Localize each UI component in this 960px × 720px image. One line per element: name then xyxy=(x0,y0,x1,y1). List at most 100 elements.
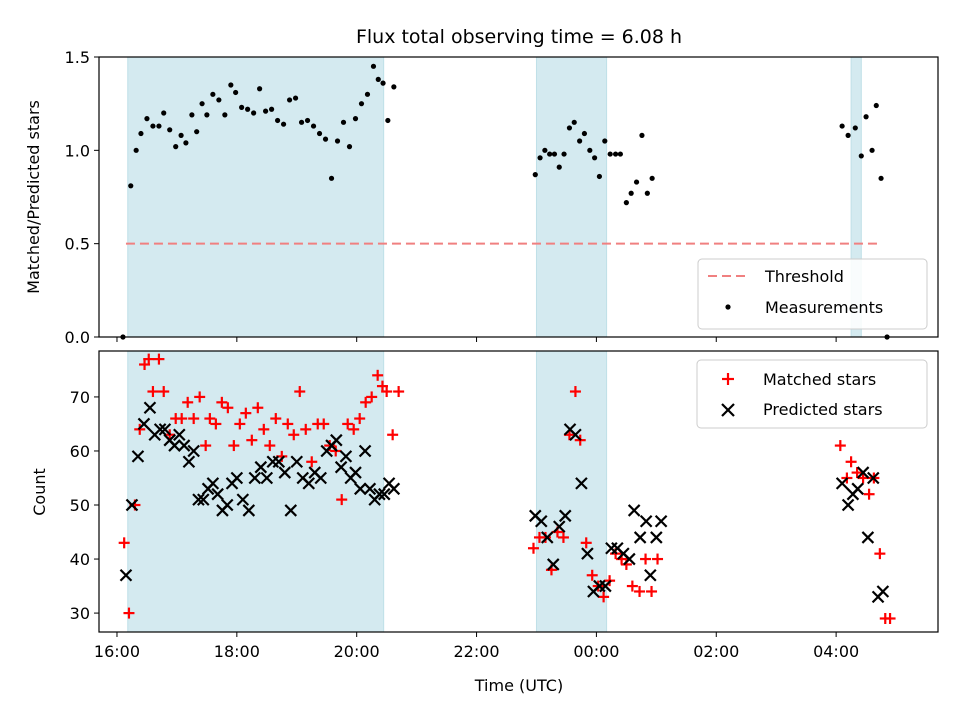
predicted-star-point xyxy=(354,482,367,496)
legend-threshold-label: Threshold xyxy=(764,267,844,286)
top-shaded-intervals xyxy=(127,56,862,338)
measurement-point xyxy=(167,127,173,133)
bottom-y-axis-label: Count xyxy=(30,468,49,516)
y-tick-label: 1.5 xyxy=(65,48,90,67)
matched-star-point xyxy=(381,386,393,398)
x-tick-label: 22:00 xyxy=(453,642,499,661)
measurement-point xyxy=(617,151,623,157)
legend-predicted-swatch xyxy=(721,403,735,417)
measurement-point xyxy=(274,117,281,124)
matched-star-point xyxy=(200,440,212,452)
measurement-point xyxy=(222,112,228,118)
measurement-point xyxy=(310,123,317,129)
matched-star-point xyxy=(342,418,354,430)
predicted-star-point xyxy=(196,493,210,506)
measurement-point xyxy=(216,97,222,103)
measurements-series xyxy=(120,63,890,340)
measurement-point xyxy=(581,130,588,137)
legend-matched-swatch xyxy=(722,373,734,385)
measurement-point xyxy=(633,179,640,185)
matched-star-point xyxy=(240,407,252,419)
measurement-point xyxy=(183,140,189,146)
matched-star-point xyxy=(246,434,258,446)
chart-title: Flux total observing time = 6.08 h xyxy=(356,26,682,48)
measurement-point xyxy=(257,86,263,92)
predicted-star-point xyxy=(334,460,348,474)
measurement-point xyxy=(532,172,538,178)
matched-star-point xyxy=(652,553,664,565)
predicted-star-point xyxy=(173,428,186,442)
top-panel: 0.0 0.5 1.0 1.5 Matched/Predicted stars Thr… xyxy=(24,48,939,347)
matched-star-point xyxy=(586,569,598,581)
shaded-interval xyxy=(535,56,608,338)
measurement-point xyxy=(577,138,583,144)
measurement-point xyxy=(571,119,577,125)
matched-star-point xyxy=(874,548,886,560)
matched-star-point xyxy=(123,607,135,619)
predicted-star-point xyxy=(534,514,548,528)
measurement-point xyxy=(852,125,858,131)
measurement-point xyxy=(863,114,869,120)
y-tick-label: 40 xyxy=(70,550,90,569)
predicted-star-point xyxy=(644,568,657,582)
measurement-point xyxy=(561,151,567,157)
measurement-point xyxy=(173,144,179,150)
predicted-star-point xyxy=(627,504,641,517)
matched-star-point xyxy=(634,585,646,597)
bottom-axes-frame xyxy=(98,350,939,633)
measurement-point xyxy=(547,151,553,157)
measurement-point xyxy=(628,190,634,196)
x-tick-label: 00:00 xyxy=(573,642,619,661)
measurement-point xyxy=(322,136,329,142)
matched-star-point xyxy=(188,413,200,425)
measurement-point xyxy=(239,104,245,110)
measurement-point xyxy=(556,164,562,170)
matched-star-point xyxy=(182,396,194,408)
measurement-point xyxy=(845,132,851,138)
predicted-star-point xyxy=(387,482,401,496)
top-legend: Threshold Measurements xyxy=(697,258,928,330)
measurement-point xyxy=(391,84,397,90)
predicted-star-point xyxy=(254,460,268,474)
measurement-point xyxy=(292,95,299,101)
predicted-star-point xyxy=(284,504,298,517)
bottom-legend: Matched stars Predicted stars xyxy=(696,359,928,429)
measurement-point xyxy=(537,155,543,161)
matched-star-point xyxy=(210,418,222,430)
legend-measurements-swatch xyxy=(725,304,731,310)
predicted-star-point xyxy=(373,487,386,501)
matched-star-point xyxy=(194,391,206,403)
predicted-star-point xyxy=(546,558,560,571)
predicted-star-point xyxy=(639,514,653,528)
predicted-star-point xyxy=(650,531,663,544)
measurement-point xyxy=(194,129,200,135)
matched-star-point xyxy=(158,386,170,398)
measurement-point xyxy=(268,106,275,112)
predicted-star-point xyxy=(182,455,196,469)
matched-star-point xyxy=(626,580,638,592)
measurement-point xyxy=(352,116,359,122)
predicted-star-point xyxy=(220,498,234,512)
matched-star-point xyxy=(153,353,165,365)
measurement-point xyxy=(204,112,210,118)
matched-star-point xyxy=(336,494,348,506)
predicted-star-point xyxy=(358,444,372,458)
predicted-star-point xyxy=(260,471,274,485)
measurement-point xyxy=(210,91,216,97)
matched-star-point xyxy=(234,418,246,430)
matched-star-point xyxy=(393,386,405,398)
bottom-panel: 30 40 50 60 70 16:00 18:00 20:00 22:00 00:00 02:0… xyxy=(30,350,939,695)
matched-star-point xyxy=(884,612,896,624)
matched-star-point xyxy=(857,472,869,484)
measurement-point xyxy=(602,138,608,144)
measurement-point xyxy=(316,130,323,137)
matched-star-point xyxy=(348,423,360,435)
measurement-point xyxy=(334,138,341,144)
predicted-stars-series xyxy=(119,401,890,604)
measurement-point xyxy=(380,80,386,86)
matched-star-point xyxy=(646,585,658,597)
matched-star-point xyxy=(300,423,312,435)
predicted-star-point xyxy=(866,471,880,485)
matched-star-point xyxy=(640,553,652,565)
x-tick-label: 04:00 xyxy=(813,642,859,661)
